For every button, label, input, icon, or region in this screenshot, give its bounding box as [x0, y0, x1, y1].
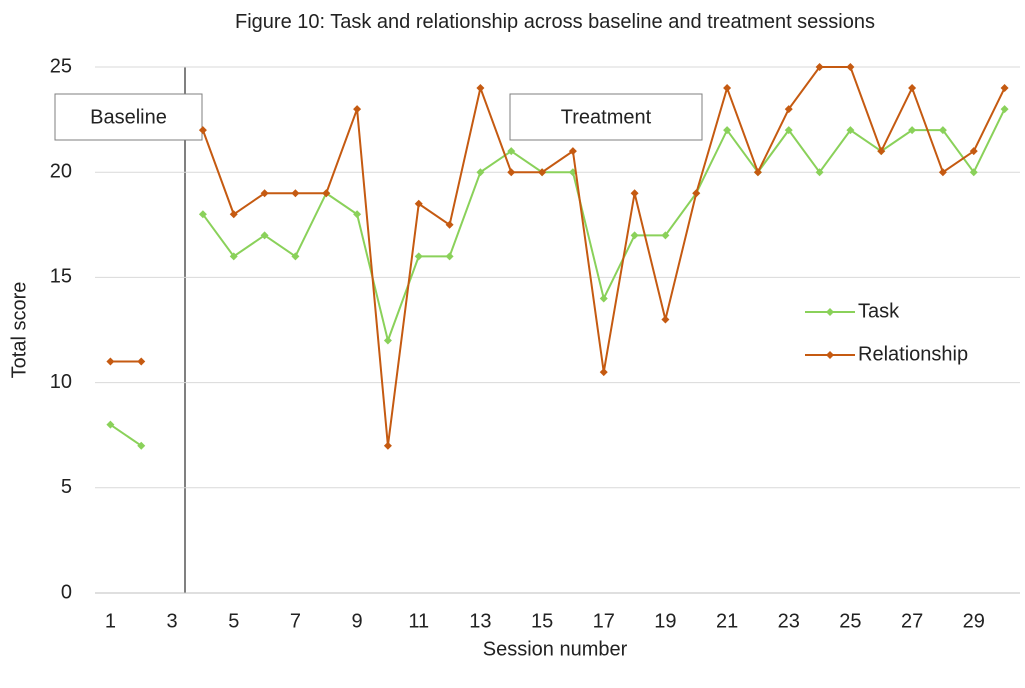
marker [784, 105, 793, 114]
x-tick-label: 9 [352, 610, 363, 632]
y-tick-label: 10 [50, 371, 72, 393]
marker [938, 126, 947, 135]
annotation: Treatment [561, 106, 652, 128]
annotation-box [54, 93, 203, 141]
legend-label: Task [858, 300, 900, 322]
marker [507, 168, 516, 177]
marker [630, 189, 639, 198]
marker [969, 168, 978, 177]
x-tick-label: 5 [228, 610, 239, 632]
marker [969, 147, 978, 156]
marker [260, 231, 269, 240]
marker [476, 84, 485, 93]
marker [445, 220, 454, 229]
x-tick-label: 19 [654, 610, 676, 632]
y-tick-label: 15 [50, 266, 72, 288]
x-tick-label: 29 [963, 610, 985, 632]
x-tick-label: 17 [593, 610, 615, 632]
marker [291, 252, 300, 261]
marker [353, 210, 362, 219]
marker [723, 84, 732, 93]
marker [476, 168, 485, 177]
marker [846, 63, 855, 71]
x-tick-label: 3 [167, 610, 178, 632]
x-tick-label: 7 [290, 610, 301, 632]
marker [723, 126, 732, 135]
marker [538, 168, 547, 177]
annotation: Baseline [90, 106, 167, 128]
legend-marker [826, 351, 834, 359]
marker [507, 147, 516, 156]
y-tick-label: 25 [50, 55, 72, 77]
marker [198, 210, 207, 219]
marker [908, 84, 917, 93]
x-tick-label: 21 [716, 610, 738, 632]
marker [753, 168, 762, 177]
marker [692, 189, 701, 198]
marker [353, 105, 362, 114]
x-tick-label: 27 [901, 610, 923, 632]
marker [414, 252, 423, 261]
marker [260, 189, 269, 198]
marker [229, 210, 238, 219]
x-tick-label: 13 [469, 610, 491, 632]
x-axis-title: Session number [483, 638, 628, 660]
y-axis-title: Total score [8, 282, 30, 379]
marker [322, 189, 331, 198]
marker [784, 126, 793, 135]
marker [661, 231, 670, 240]
marker [414, 199, 423, 208]
y-tick-label: 20 [50, 160, 72, 182]
marker [908, 126, 917, 135]
marker [630, 231, 639, 240]
marker [815, 63, 824, 71]
y-tick-label: 0 [61, 581, 72, 603]
marker [599, 294, 608, 303]
x-tick-label: 1 [105, 610, 116, 632]
marker [938, 168, 947, 177]
x-tick-label: 11 [408, 610, 429, 632]
marker [291, 189, 300, 198]
x-tick-label: 15 [531, 610, 553, 632]
legend-label: Relationship [858, 343, 968, 365]
annotation-box [509, 93, 703, 141]
marker [106, 420, 115, 429]
marker [568, 147, 577, 156]
marker [445, 252, 454, 261]
chart-title: Figure 10: Task and relationship across … [235, 11, 875, 33]
marker [106, 357, 115, 366]
legend-marker [826, 308, 834, 316]
marker [383, 336, 392, 345]
marker [661, 315, 670, 324]
marker [1000, 105, 1009, 114]
marker [198, 126, 207, 135]
x-tick-label: 23 [778, 610, 800, 632]
y-tick-label: 5 [61, 476, 72, 498]
marker [815, 168, 824, 177]
marker [1000, 84, 1009, 93]
marker [846, 126, 855, 135]
marker [137, 357, 146, 366]
marker [137, 441, 146, 450]
marker [877, 147, 886, 156]
marker [229, 252, 238, 261]
marker [599, 368, 608, 377]
x-tick-label: 25 [839, 610, 861, 632]
marker [383, 441, 392, 450]
